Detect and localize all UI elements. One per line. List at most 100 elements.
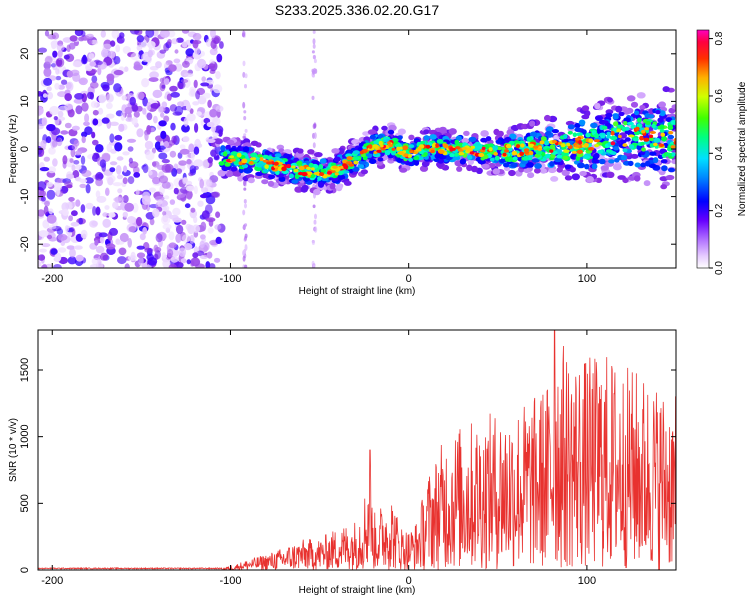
signal-blob	[649, 131, 657, 134]
noise-blob	[192, 252, 199, 259]
noise-blob	[136, 91, 145, 100]
signal-blob	[397, 128, 406, 135]
signal-blob	[450, 139, 456, 144]
noise-blob	[102, 43, 112, 50]
noise-blob	[201, 187, 209, 193]
noise-blob	[61, 202, 69, 212]
signal-blob	[634, 162, 641, 168]
noise-blob	[180, 79, 189, 83]
noise-blob	[162, 205, 170, 212]
colorbar-ticks: 0.0 0.2 0.4 0.6 0.8	[709, 31, 725, 275]
signal-blob	[449, 153, 455, 158]
noise-blob	[126, 138, 137, 143]
noise-blob	[129, 30, 140, 35]
noise-blob	[216, 53, 223, 63]
noise-blob	[188, 143, 195, 153]
signal-blob	[337, 174, 346, 180]
signal-blob	[615, 105, 623, 113]
streak-blob	[242, 60, 246, 67]
noise-blob	[102, 212, 108, 217]
signal-blob	[660, 184, 668, 190]
noise-blob	[99, 236, 105, 244]
signal-blob	[451, 147, 456, 151]
signal-blob	[459, 158, 466, 165]
streak-blob	[242, 71, 246, 78]
noise-blob	[49, 105, 60, 116]
signal-blob	[578, 119, 586, 126]
signal-blob	[655, 109, 661, 115]
signal-blob	[572, 132, 577, 137]
signal-blob	[579, 170, 587, 177]
signal-blob	[639, 104, 646, 111]
y-tick-label: 0	[19, 567, 31, 573]
noise-blob	[209, 48, 218, 56]
snr-y-label: SNR (10 * v/v)	[8, 418, 19, 482]
noise-blob	[168, 231, 175, 241]
signal-blob	[466, 164, 473, 172]
streak-blob	[314, 226, 318, 233]
noise-blob	[44, 56, 53, 65]
noise-blob	[190, 207, 196, 213]
colorbar-tick-label: 0.0	[714, 261, 725, 275]
signal-blob	[343, 164, 349, 170]
noise-blob	[152, 89, 163, 99]
noise-blob	[46, 86, 52, 92]
noise-blob	[127, 237, 132, 248]
noise-blob	[136, 216, 143, 227]
signal-blob	[273, 161, 279, 166]
noise-blob	[75, 105, 83, 115]
signal-blob	[667, 125, 674, 131]
streak-blob	[244, 244, 248, 251]
signal-blob	[262, 154, 270, 159]
noise-blob	[163, 195, 170, 200]
signal-blob	[387, 129, 395, 135]
signal-blob	[671, 104, 676, 110]
signal-blob	[485, 136, 492, 142]
noise-blob	[201, 76, 206, 82]
signal-blob	[329, 182, 336, 190]
noise-blob	[146, 112, 153, 121]
signal-blob	[564, 164, 572, 169]
noise-blob	[138, 256, 144, 266]
signal-blob	[417, 146, 422, 150]
signal-blob	[403, 153, 409, 157]
noise-blob	[155, 61, 162, 69]
signal-blob	[640, 141, 645, 146]
signal-blob	[291, 165, 296, 169]
snr-series-line	[38, 330, 676, 570]
noise-blob	[120, 111, 126, 122]
noise-blob	[114, 196, 125, 204]
signal-blob	[551, 129, 560, 134]
noise-blob	[161, 252, 166, 260]
noise-blob	[44, 200, 50, 207]
noise-blob	[57, 233, 68, 241]
noise-blob	[193, 146, 200, 155]
noise-blob	[171, 38, 178, 45]
signal-blob	[504, 149, 509, 153]
streak-blob	[313, 132, 317, 140]
noise-blob	[81, 56, 88, 65]
noise-blob	[80, 30, 86, 37]
noise-blob	[172, 111, 182, 116]
noise-blob	[67, 231, 73, 237]
noise-blob	[158, 120, 167, 127]
noise-blob	[38, 181, 47, 191]
signal-blob	[343, 180, 352, 186]
signal-blob	[613, 163, 622, 171]
signal-blob	[463, 130, 470, 136]
noise-blob	[105, 243, 116, 250]
signal-blob	[397, 157, 404, 163]
signal-blob	[537, 147, 543, 151]
noise-blob	[53, 116, 58, 121]
signal-blob	[554, 157, 562, 163]
noise-blob	[73, 160, 80, 165]
noise-blob	[86, 33, 94, 39]
noise-blob	[42, 219, 50, 229]
noise-blob	[127, 146, 134, 152]
signal-blob	[564, 175, 573, 181]
noise-blob	[133, 111, 140, 118]
noise-blob	[211, 191, 221, 198]
signal-blob	[560, 143, 566, 148]
noise-blob	[64, 225, 70, 232]
noise-blob	[179, 148, 190, 155]
